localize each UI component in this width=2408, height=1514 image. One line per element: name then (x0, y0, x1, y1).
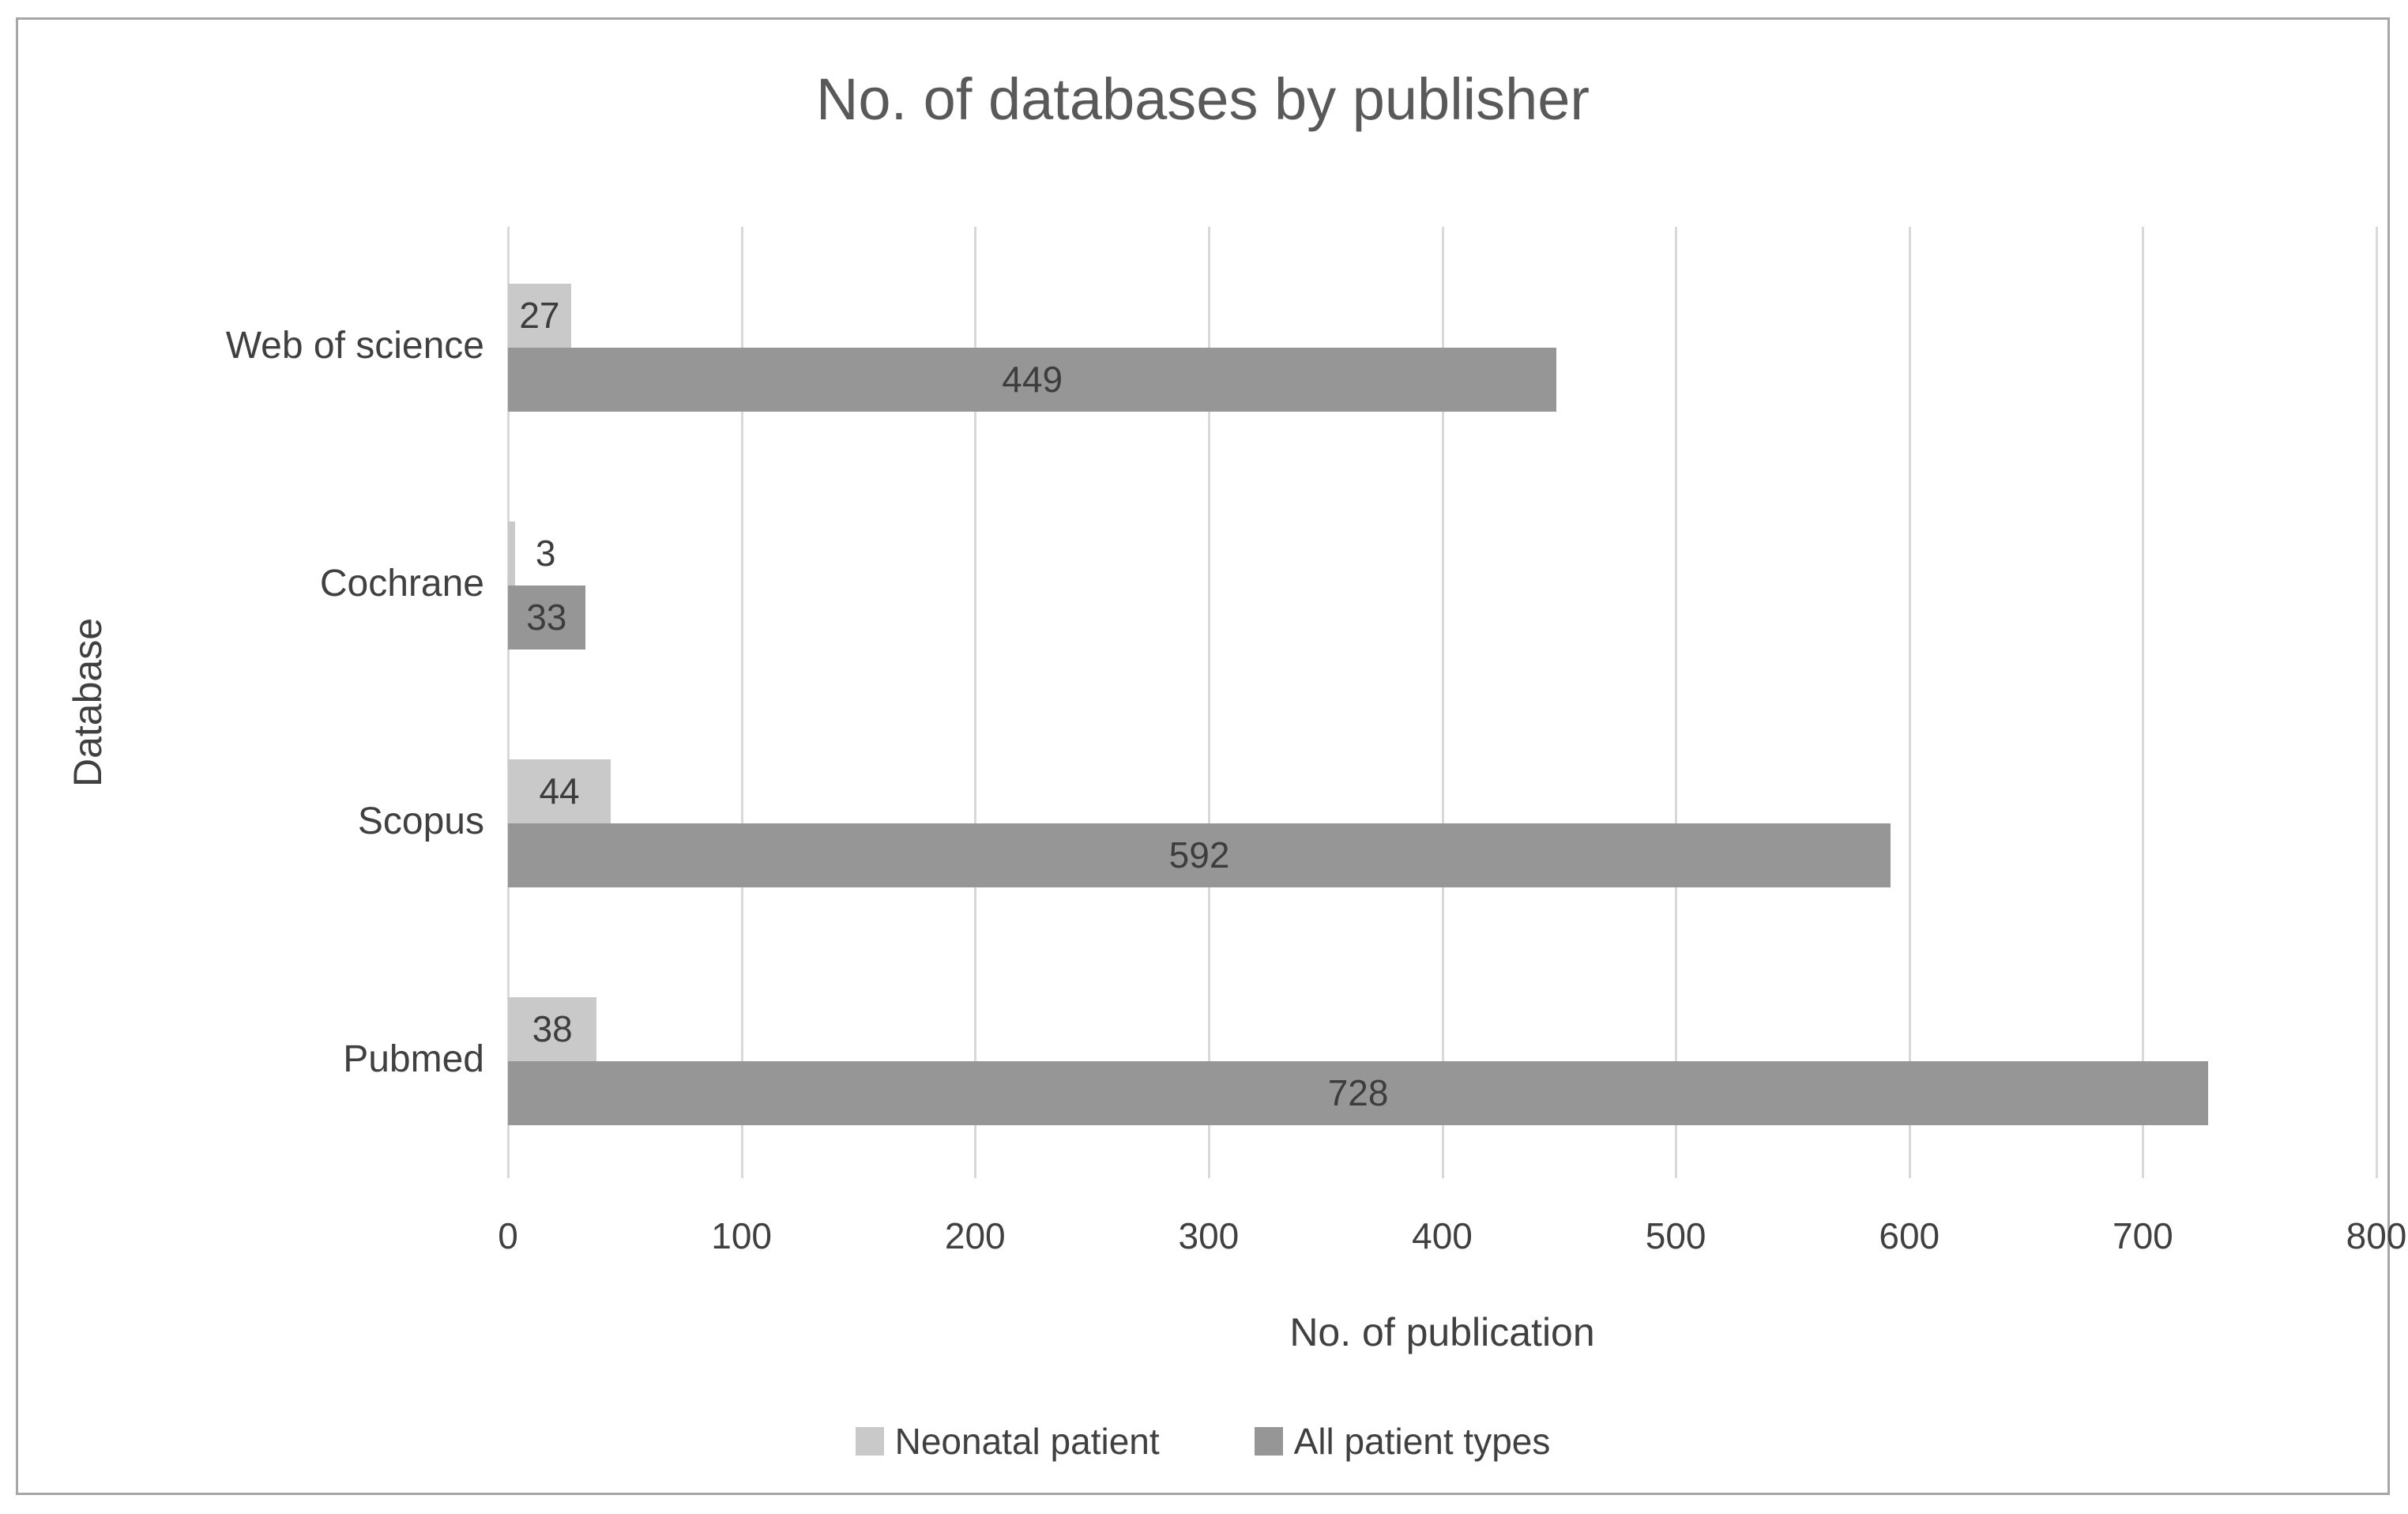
x-tick-label-800: 800 (2346, 1215, 2407, 1256)
legend-swatch-icon-neonatal-patient (855, 1427, 884, 1456)
plot-area: 27 449 3 33 44 592 38 728 (507, 227, 2378, 1178)
bar-neonatal-patient-cochrane (508, 522, 515, 586)
gridline-400 (1441, 227, 1444, 1178)
x-tick-label-700: 700 (2113, 1215, 2173, 1256)
gridline-300 (1207, 227, 1210, 1178)
bar-all-patient-types-scopus (508, 823, 1891, 887)
gridline-0 (507, 227, 510, 1178)
gridline-200 (974, 227, 977, 1178)
gridline-100 (740, 227, 743, 1178)
category-band-cochrane: 3 33 (508, 465, 2376, 702)
legend-swatch-icon-all-patient-types (1254, 1427, 1283, 1456)
legend-item-all-patient-types: All patient types (1254, 1420, 1551, 1463)
chart-frame: No. of databases by publisher 27 449 3 33 44… (16, 17, 2406, 1495)
legend-label-neonatal-patient: Neonatal patient (894, 1421, 1160, 1462)
value-label-neonatal-patient-pubmed: 38 (532, 1008, 573, 1049)
x-tick-label-600: 600 (1879, 1215, 1940, 1256)
legend: Neonatal patient All patient types (18, 1420, 2387, 1463)
gridline-500 (1675, 227, 1678, 1178)
bar-neonatal-patient-web-of-science (508, 284, 571, 348)
value-label-neonatal-patient-scopus: 44 (539, 770, 580, 812)
value-label-all-patient-types-cochrane: 33 (526, 597, 567, 638)
gridline-800 (2376, 227, 2378, 1178)
legend-label-all-patient-types: All patient types (1293, 1421, 1551, 1462)
y-axis-title: Database (66, 617, 110, 788)
value-label-neonatal-patient-web-of-science: 27 (519, 295, 560, 336)
category-label-cochrane: Cochrane (319, 563, 484, 604)
value-label-all-patient-types-pubmed: 728 (1327, 1072, 1389, 1113)
bar-all-patient-types-pubmed (508, 1061, 2209, 1125)
x-tick-label-500: 500 (1645, 1215, 1706, 1256)
category-label-web-of-science: Web of science (225, 325, 484, 367)
gridline-600 (1908, 227, 1911, 1178)
legend-item-neonatal-patient: Neonatal patient (855, 1420, 1160, 1463)
bar-neonatal-patient-pubmed (508, 997, 597, 1061)
x-tick-label-400: 400 (1412, 1215, 1473, 1256)
bar-all-patient-types-cochrane (508, 586, 585, 650)
x-tick-label-300: 300 (1178, 1215, 1240, 1256)
category-label-scopus: Scopus (357, 800, 484, 842)
category-label-pubmed: Pubmed (343, 1038, 484, 1080)
bar-all-patient-types-web-of-science (508, 348, 1557, 412)
category-band-scopus: 44 592 (508, 702, 2376, 940)
value-label-neonatal-patient-cochrane: 3 (535, 533, 556, 574)
category-band-web-of-science: 27 449 (508, 227, 2376, 465)
x-tick-label-0: 0 (498, 1215, 518, 1256)
gridline-700 (2142, 227, 2145, 1178)
x-tick-label-100: 100 (711, 1215, 772, 1256)
x-tick-label-200: 200 (944, 1215, 1006, 1256)
x-axis-title: No. of publication (1289, 1310, 1595, 1354)
bar-neonatal-patient-scopus (508, 759, 611, 823)
value-label-all-patient-types-web-of-science: 449 (1002, 359, 1063, 400)
chart-title: No. of databases by publisher (815, 66, 1590, 132)
category-band-pubmed: 38 728 (508, 940, 2376, 1178)
value-label-all-patient-types-scopus: 592 (1168, 834, 1230, 876)
